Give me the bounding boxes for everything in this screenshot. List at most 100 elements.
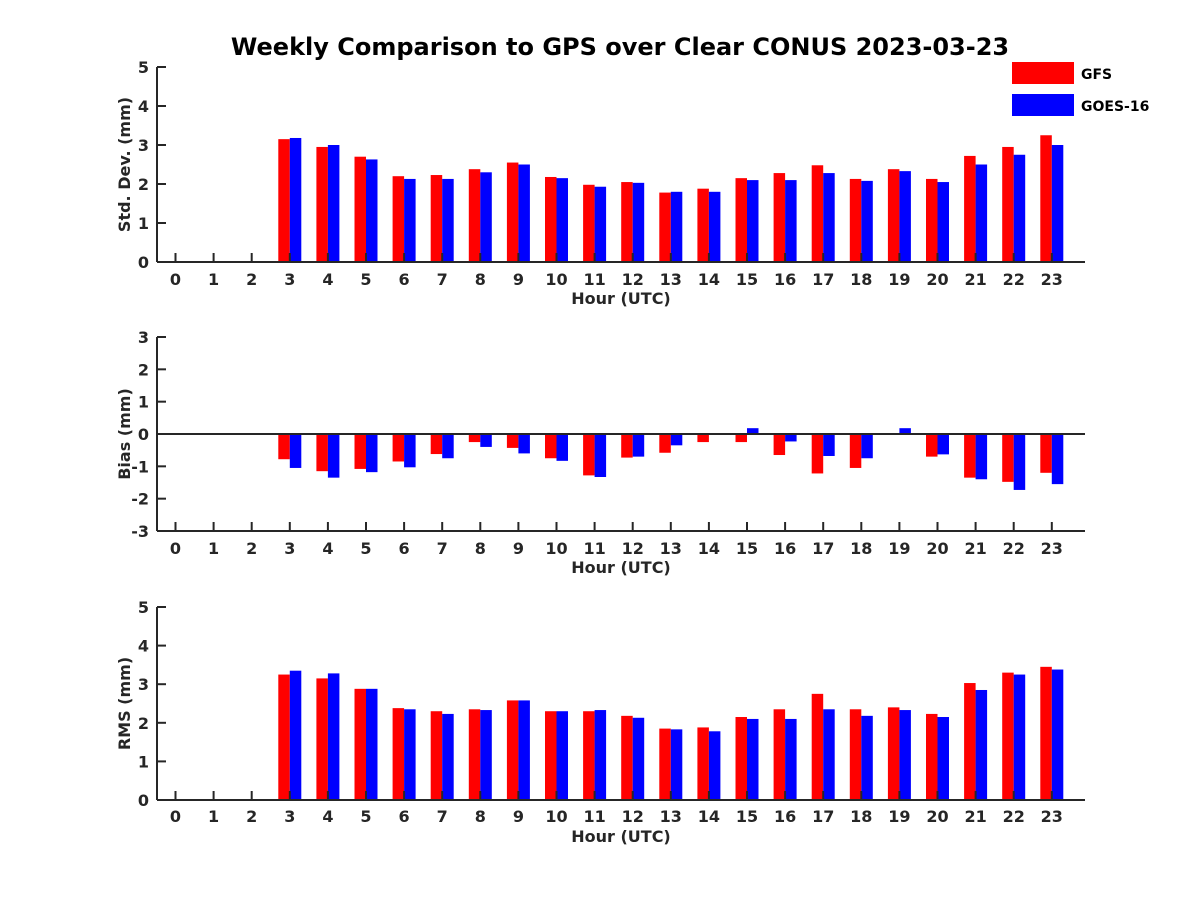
bar-gfs-hour-19	[887, 169, 900, 262]
bar-gfs-hour-17	[811, 693, 824, 800]
x-tick-label: 21	[964, 807, 986, 826]
bar-goes-16-hour-13	[670, 434, 683, 446]
y-tick-label: 2	[138, 360, 149, 379]
x-tick-label: 14	[698, 807, 720, 826]
bar-goes-16-hour-16	[785, 718, 797, 800]
bar-goes-16-hour-4	[327, 673, 340, 800]
bar-goes-16-hour-23	[1051, 145, 1064, 262]
bar-gfs-hour-9	[506, 434, 519, 448]
bar-goes-16-hour-5	[366, 434, 378, 473]
series-gfs	[278, 434, 1052, 482]
bar-goes-16-hour-9	[518, 434, 530, 454]
x-tick-label: 2	[246, 539, 257, 558]
x-tick-label: 19	[888, 270, 910, 289]
x-tick-label: 6	[399, 539, 410, 558]
bar-goes-16-hour-11	[594, 434, 607, 477]
y-tick-label: -3	[131, 522, 149, 541]
bar-gfs-hour-10	[545, 711, 557, 800]
x-tick-label: 1	[208, 539, 219, 558]
x-tick-label: 13	[660, 807, 682, 826]
x-tick-label: 13	[660, 539, 682, 558]
bar-goes-16-hour-8	[480, 434, 492, 447]
bar-goes-16-hour-19	[899, 428, 911, 434]
bar-goes-16-hour-22	[1013, 674, 1026, 800]
bar-goes-16-hour-20	[937, 717, 949, 800]
x-axis-label: Hour (UTC)	[571, 289, 671, 308]
bar-goes-16-hour-20	[937, 182, 949, 262]
bar-goes-16-hour-15	[747, 180, 759, 262]
x-tick-label: 22	[1003, 807, 1025, 826]
x-tick-label: 5	[360, 539, 371, 558]
x-tick-label: 16	[774, 270, 796, 289]
x-tick-label: 22	[1003, 270, 1025, 289]
bar-goes-16-hour-19	[899, 710, 911, 800]
x-tick-label: 23	[1041, 270, 1063, 289]
x-tick-label: 17	[812, 270, 834, 289]
bar-gfs-hour-14	[697, 188, 709, 262]
bar-gfs-hour-9	[506, 700, 519, 800]
bar-goes-16-hour-18	[861, 434, 873, 459]
bar-goes-16-hour-21	[975, 689, 988, 800]
bar-gfs-hour-23	[1040, 434, 1052, 473]
bar-goes-16-hour-17	[823, 709, 835, 800]
bar-gfs-hour-8	[468, 434, 481, 443]
x-tick-label: 6	[399, 807, 410, 826]
bar-gfs-hour-21	[964, 683, 976, 800]
bar-goes-16-hour-3	[289, 670, 302, 800]
x-tick-label: 10	[545, 270, 567, 289]
bar-goes-16-hour-11	[594, 186, 607, 262]
bar-gfs-hour-12	[621, 434, 633, 458]
bar-gfs-hour-7	[430, 434, 443, 455]
bar-goes-16-hour-9	[518, 164, 530, 262]
x-tick-label: 9	[513, 807, 524, 826]
x-axis-label: Hour (UTC)	[571, 558, 671, 577]
x-tick-label: 7	[437, 270, 448, 289]
bar-gfs-hour-18	[849, 434, 862, 468]
y-axis-label: RMS (mm)	[115, 657, 134, 750]
bar-goes-16-hour-14	[708, 731, 721, 800]
y-tick-label: 3	[138, 675, 149, 694]
bar-goes-16-hour-15	[747, 718, 759, 800]
bar-gfs-hour-10	[545, 434, 557, 459]
x-tick-label: 8	[475, 539, 486, 558]
bar-goes-16-hour-16	[785, 180, 797, 262]
bar-goes-16-hour-10	[556, 434, 568, 461]
bar-goes-16-hour-19	[899, 171, 911, 262]
bar-goes-16-hour-17	[823, 434, 835, 456]
y-tick-label: 1	[138, 752, 149, 771]
bar-gfs-hour-22	[1002, 434, 1014, 482]
bar-goes-16-hour-7	[442, 434, 454, 459]
x-tick-label: 16	[774, 807, 796, 826]
bar-gfs-hour-13	[659, 192, 671, 262]
series-gfs	[278, 666, 1052, 800]
bar-gfs-hour-20	[926, 178, 938, 262]
x-tick-label: 11	[583, 270, 605, 289]
x-tick-label: 6	[399, 270, 410, 289]
bar-gfs-hour-7	[430, 711, 443, 800]
bar-gfs-hour-10	[545, 176, 557, 262]
bar-goes-16-hour-3	[289, 434, 302, 468]
bar-gfs-hour-23	[1040, 135, 1052, 262]
bar-gfs-hour-15	[735, 434, 747, 443]
bar-gfs-hour-18	[849, 709, 862, 800]
y-tick-label: -1	[131, 457, 149, 476]
bar-gfs-hour-16	[773, 173, 786, 262]
x-tick-label: 17	[812, 539, 834, 558]
bar-goes-16-hour-15	[747, 428, 759, 434]
x-tick-label: 7	[437, 807, 448, 826]
bar-goes-16-hour-22	[1013, 434, 1026, 490]
bar-goes-16-hour-4	[327, 145, 340, 262]
x-tick-label: 12	[622, 807, 644, 826]
bar-goes-16-hour-6	[404, 434, 416, 468]
bar-gfs-hour-22	[1002, 672, 1014, 800]
legend-label-gfs: GFS	[1081, 67, 1112, 83]
bar-goes-16-hour-21	[975, 434, 988, 480]
bar-gfs-hour-4	[316, 678, 328, 800]
bar-goes-16-hour-11	[594, 710, 607, 800]
bar-gfs-hour-8	[468, 169, 481, 262]
x-tick-label: 17	[812, 807, 834, 826]
x-tick-label: 1	[208, 270, 219, 289]
